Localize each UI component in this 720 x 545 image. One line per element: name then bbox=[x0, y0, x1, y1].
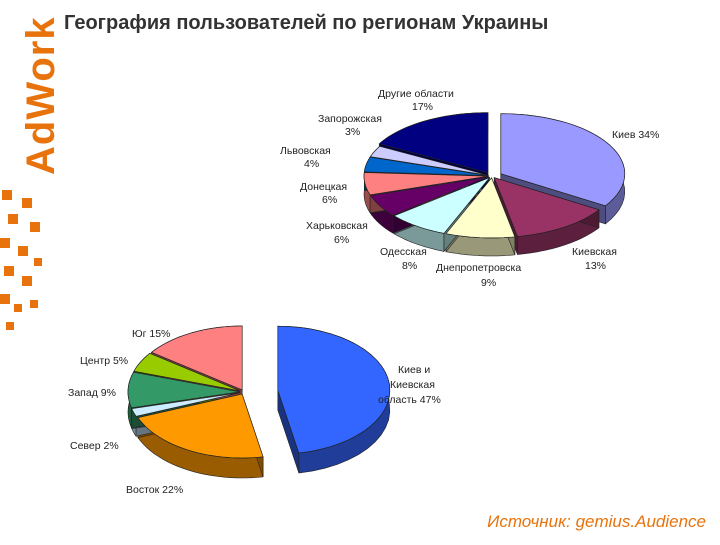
pie1-slice-3 bbox=[393, 177, 490, 234]
pie2-label-north: Север 2% bbox=[70, 440, 119, 452]
pie2-label-south: Юг 15% bbox=[132, 328, 170, 340]
pie2-label-kyiv-line3: область 47% bbox=[378, 394, 441, 406]
pie2-slice-5 bbox=[150, 325, 243, 391]
pie1-label-lviv: Львовская bbox=[280, 145, 331, 157]
pie2-label-west: Запад 9% bbox=[68, 387, 116, 399]
pie2-label-kyiv-line1: Киев и bbox=[398, 364, 430, 376]
pie2-label-center: Центр 5% bbox=[80, 355, 128, 367]
pie1-label-zaporozhye-pct: 3% bbox=[345, 126, 360, 138]
pie1-label-odesa: Одесская bbox=[380, 246, 427, 258]
pie1-label-kyiv-region: Киевская bbox=[572, 246, 617, 258]
pie1-label-kyiv: Киев 34% bbox=[612, 129, 659, 141]
pie2-slice-3 bbox=[127, 371, 241, 409]
pie1-slice-0 bbox=[500, 113, 626, 207]
pie1-slice-5 bbox=[363, 172, 489, 196]
pie1-label-lviv-pct: 4% bbox=[304, 158, 319, 170]
brand-squares bbox=[0, 190, 42, 330]
pie2-slice-1 bbox=[137, 393, 264, 459]
pie1-label-donetsk-pct: 6% bbox=[322, 194, 337, 206]
source-note: Источник: gemius.Audience bbox=[487, 512, 706, 531]
pie2-slice-4 bbox=[133, 352, 241, 392]
pie1-label-donetsk: Донецкая bbox=[300, 181, 347, 193]
pie1-label-dnipro: Днепропетровска bbox=[436, 262, 521, 274]
pie1-slice-7 bbox=[369, 145, 489, 176]
pie1-label-kyiv-region-pct: 13% bbox=[585, 260, 606, 272]
pie1-slice-4 bbox=[369, 176, 489, 216]
pie1-label-kharkiv: Харьковская bbox=[306, 220, 368, 232]
pie1-label-odesa-pct: 8% bbox=[402, 260, 417, 272]
pie1-label-dnipro-pct: 9% bbox=[481, 277, 496, 289]
pie1-slice-2 bbox=[445, 177, 516, 239]
pie1-slice-1 bbox=[493, 177, 600, 237]
pie2-label-kyiv-line2: Киевская bbox=[390, 379, 435, 391]
pie1-label-other: Другие области bbox=[378, 88, 454, 100]
brand-strip: AdWork bbox=[0, 0, 63, 540]
pie1-label-zaporozhye: Запорожская bbox=[318, 113, 382, 125]
pie1-slice-6 bbox=[363, 156, 489, 176]
pie1-slice-8 bbox=[378, 112, 489, 174]
pie1-label-kharkiv-pct: 6% bbox=[334, 234, 349, 246]
page-title: География пользователей по регионам Укра… bbox=[64, 12, 549, 34]
pie2-slice-2 bbox=[131, 392, 241, 417]
pie1-label-other-pct: 17% bbox=[412, 101, 433, 113]
pie2-label-east: Восток 22% bbox=[126, 484, 183, 496]
pie2-slice-0 bbox=[277, 325, 391, 454]
